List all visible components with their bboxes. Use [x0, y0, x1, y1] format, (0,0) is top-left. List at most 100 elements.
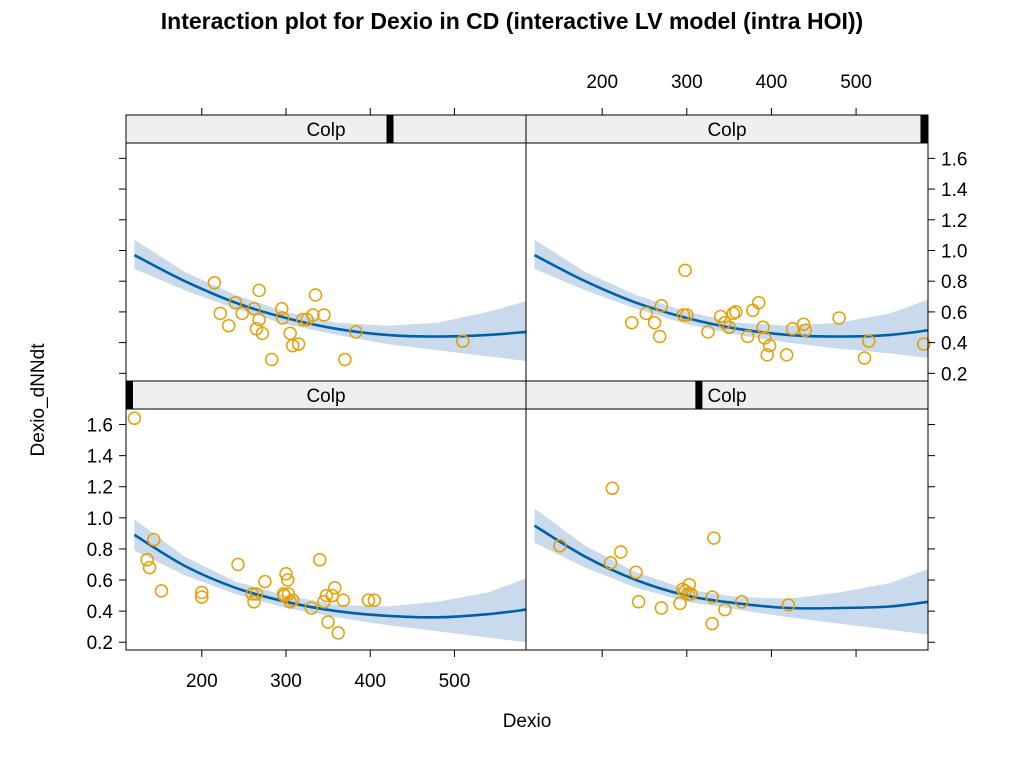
fitted-curve — [133, 253, 527, 338]
fitted-curve — [533, 524, 929, 610]
strip-indicator — [695, 381, 703, 409]
strip-label: Colp — [707, 386, 746, 407]
data-point — [275, 302, 289, 316]
y-right-tick-label: 0.6 — [941, 303, 967, 324]
y-right-tick-label: 1.4 — [941, 180, 968, 201]
data-point — [367, 593, 382, 607]
data-point — [195, 590, 209, 604]
y-tick-label: 1.2 — [87, 478, 113, 499]
data-point — [654, 601, 669, 615]
y-right-tick-label: 1.0 — [941, 241, 967, 262]
x-tick-label: 300 — [270, 671, 302, 692]
chart-title: Interaction plot for Dexio in CD (intera… — [160, 8, 864, 34]
data-point — [264, 352, 279, 367]
data-point — [279, 567, 293, 581]
y-right-tick-label: 1.6 — [941, 149, 967, 170]
data-point — [235, 306, 249, 321]
data-point — [756, 320, 770, 335]
data-point — [312, 553, 327, 567]
data-point — [247, 302, 261, 316]
y-tick-label: 1.0 — [87, 509, 113, 530]
x-top-tick-label: 200 — [586, 72, 618, 93]
data-point — [862, 334, 876, 348]
data-point — [127, 411, 142, 426]
data-point — [631, 595, 646, 609]
data-point — [629, 565, 643, 580]
data-point — [781, 598, 796, 612]
panel-frame — [525, 408, 929, 651]
strip-header — [525, 114, 929, 144]
data-point — [142, 560, 157, 575]
data-point — [140, 553, 154, 567]
x-top-tick-label: 500 — [840, 72, 872, 93]
data-point — [735, 595, 749, 609]
y-right-tick-label: 0.2 — [941, 364, 967, 385]
data-point — [705, 590, 719, 604]
y-right-tick-label: 1.2 — [941, 211, 967, 232]
data-point — [605, 481, 620, 496]
data-point — [252, 283, 266, 298]
data-point — [762, 338, 777, 353]
data-point — [304, 601, 319, 615]
data-point — [255, 326, 270, 341]
confidence-band — [534, 239, 928, 358]
data-point — [338, 352, 352, 367]
data-point — [603, 556, 618, 570]
data-point — [275, 311, 290, 325]
x-tick-label: 400 — [354, 671, 386, 692]
y-tick-label: 0.4 — [87, 602, 114, 623]
data-point — [317, 308, 331, 322]
data-point — [779, 348, 794, 362]
data-point — [221, 318, 236, 333]
x-tick-label: 200 — [186, 671, 218, 692]
data-point — [682, 577, 697, 592]
y-right-tick-label: 0.8 — [941, 272, 967, 293]
data-point — [684, 587, 698, 601]
data-point — [308, 288, 323, 302]
data-point — [832, 311, 846, 325]
x-top-tick-label: 400 — [756, 72, 788, 93]
y-tick-label: 0.6 — [87, 571, 113, 592]
data-point — [639, 306, 653, 321]
data-point — [247, 595, 261, 609]
fitted-curve — [133, 533, 527, 619]
fitted-curve — [533, 253, 929, 338]
data-point — [652, 329, 667, 344]
data-point — [245, 587, 260, 601]
strip-label: Colp — [306, 120, 345, 141]
data-point — [280, 573, 295, 587]
strip-label: Colp — [306, 386, 345, 407]
data-point — [336, 593, 351, 607]
data-point — [705, 616, 719, 631]
data-point — [207, 275, 222, 290]
data-point — [746, 303, 760, 318]
data-point — [673, 596, 687, 611]
data-point — [707, 531, 721, 545]
data-point — [751, 295, 766, 310]
data-point — [678, 263, 692, 278]
x-axis-title: Dexio — [503, 711, 552, 732]
data-point — [718, 602, 732, 617]
y-tick-label: 0.2 — [87, 633, 113, 654]
data-point — [917, 337, 931, 351]
data-point — [231, 557, 245, 572]
data-point — [361, 593, 376, 607]
data-point — [258, 574, 272, 589]
data-point — [325, 588, 340, 603]
data-point — [283, 595, 297, 609]
data-point — [331, 626, 345, 640]
data-point — [285, 593, 300, 607]
data-point — [456, 334, 470, 348]
y-tick-label: 1.6 — [87, 416, 113, 437]
strip-header — [525, 380, 929, 410]
data-point — [701, 325, 715, 339]
data-point — [614, 545, 628, 559]
data-point — [726, 306, 741, 321]
y-tick-label: 1.4 — [87, 447, 114, 468]
y-right-tick-label: 0.4 — [941, 334, 968, 355]
confidence-band — [134, 239, 526, 361]
strip-indicator — [920, 115, 928, 143]
data-point — [647, 315, 662, 330]
data-point — [349, 325, 363, 339]
